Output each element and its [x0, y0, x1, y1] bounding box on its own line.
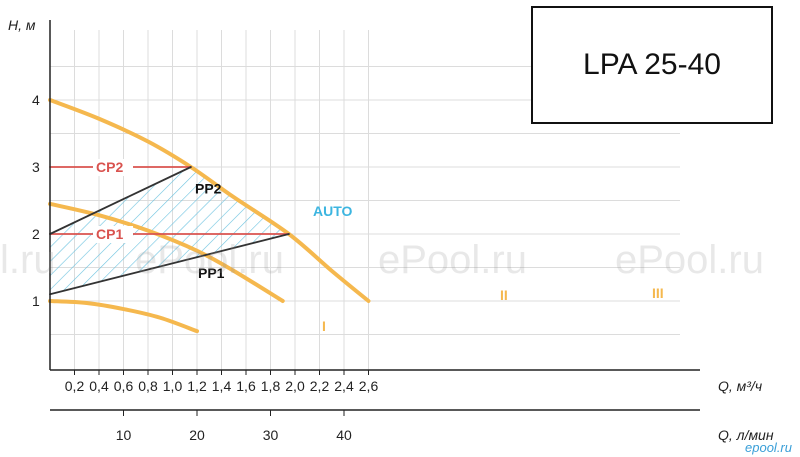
- axes: [49, 20, 700, 411]
- x-tick-label: 0,8: [138, 378, 158, 394]
- label-bg: [93, 226, 133, 243]
- series-label-pp1: PP1: [198, 265, 225, 281]
- x-tick-label: 2,2: [310, 378, 330, 394]
- x2-tick-label: 40: [336, 427, 352, 443]
- x2-tick-label: 20: [189, 427, 205, 443]
- model-name: LPA 25-40: [583, 48, 721, 81]
- series-label-pp2: PP2: [195, 180, 222, 196]
- x-tick-label: 1,8: [261, 378, 281, 394]
- series-label-cp1: CP1: [96, 226, 123, 242]
- x-axis-label: Q, м³/ч: [718, 378, 762, 394]
- series-label-ii: II: [500, 287, 508, 303]
- y-axis-label: H, м: [8, 17, 36, 33]
- watermark: l.ru: [0, 238, 56, 282]
- series-line-iii: [48, 98, 371, 303]
- series-line-pp2: [49, 166, 192, 235]
- y-tick-label: 4: [32, 92, 40, 108]
- x-tick-label: 1,0: [163, 378, 183, 394]
- series-lines: [48, 98, 371, 334]
- x-tick-label: 0,2: [65, 378, 85, 394]
- series-label-cp2: CP2: [96, 159, 123, 175]
- x-tick-label: 0,4: [89, 378, 109, 394]
- auto-region: [50, 167, 289, 295]
- x-tick-label: 1,4: [212, 378, 232, 394]
- auto-region-hatch: [50, 167, 289, 295]
- series-line-ii: [48, 201, 285, 303]
- corner-watermark: epool.ru: [745, 440, 792, 455]
- x2-tick-label: 10: [116, 427, 132, 443]
- watermark: ePool.ru: [615, 238, 764, 282]
- series-line-pp1: [49, 233, 290, 296]
- auto-label: AUTO: [313, 203, 353, 219]
- series-label-iii: III: [652, 285, 664, 301]
- x-tick-label: 1,6: [236, 378, 256, 394]
- x-tick-label: 0,6: [114, 378, 134, 394]
- watermark: ePool.ru: [378, 238, 527, 282]
- series-label-i: I: [322, 318, 326, 334]
- x-tick-label: 2,6: [359, 378, 379, 394]
- model-name-box: LPA 25-40: [531, 6, 773, 124]
- y-tick-label: 3: [32, 159, 40, 175]
- x2-tick-label: 30: [263, 427, 279, 443]
- label-bg: [93, 159, 133, 176]
- x-tick-label: 2,0: [285, 378, 305, 394]
- tick-labels: 1 2 3 4 0,2 0,4 0,6 0,8 1,0 1,2 1,4 1,6 1,8 2,0 2,2 2,4…: [32, 92, 378, 443]
- watermark: ePool.ru: [135, 238, 284, 282]
- series-line-i: [48, 299, 199, 334]
- y-tick-label: 1: [32, 293, 40, 309]
- x2-axis-label: Q, л/мин: [718, 427, 774, 443]
- y-tick-label: 2: [32, 226, 40, 242]
- x-tick-label: 2,4: [334, 378, 354, 394]
- x-tick-label: 1,2: [187, 378, 207, 394]
